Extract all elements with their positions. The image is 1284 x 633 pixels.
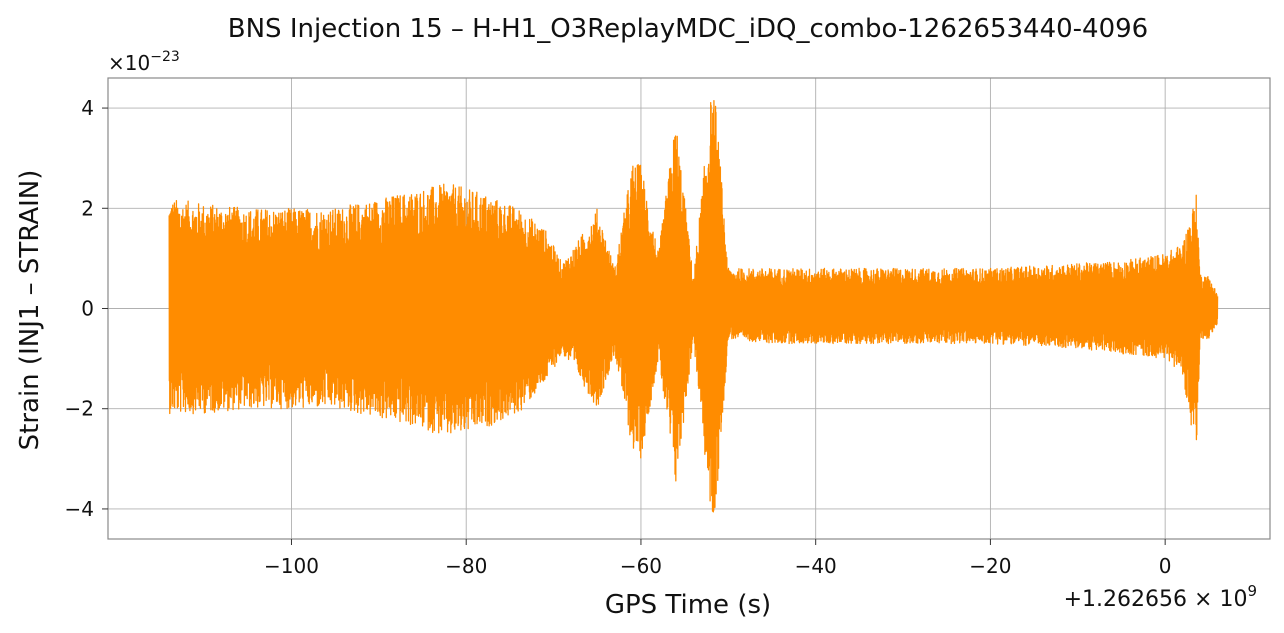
x-tick-label: −20 <box>969 554 1011 578</box>
y-axis-ticks: −4 −2 0 2 4 <box>65 96 108 521</box>
x-offset-label: +1.262656 × 109 <box>1064 582 1257 612</box>
strain-signal <box>168 100 1219 513</box>
x-tick-label: −100 <box>264 554 319 578</box>
y-scale-factor: ×10−23 <box>108 49 180 75</box>
y-scale-exponent: −23 <box>150 49 180 65</box>
x-tick-label: −60 <box>620 554 662 578</box>
y-tick-label: −4 <box>65 497 94 521</box>
x-tick-label: −80 <box>445 554 487 578</box>
y-tick-label: 2 <box>81 196 94 220</box>
y-tick-label: 4 <box>81 96 94 120</box>
x-axis-label: GPS Time (s) <box>605 590 771 620</box>
chart-title: BNS Injection 15 – H-H1_O3ReplayMDC_iDQ_… <box>228 14 1148 44</box>
x-tick-label: 0 <box>1159 554 1172 578</box>
x-tick-label: −40 <box>795 554 837 578</box>
x-axis-ticks: −100 −80 −60 −40 −20 0 <box>264 539 1172 578</box>
strain-series-line <box>168 100 1219 513</box>
y-tick-label: 0 <box>81 297 94 321</box>
x-offset-exponent: 9 <box>1247 582 1257 600</box>
y-tick-label: −2 <box>65 397 94 421</box>
y-axis-label: Strain (INJ1 – STRAIN) <box>15 170 45 451</box>
